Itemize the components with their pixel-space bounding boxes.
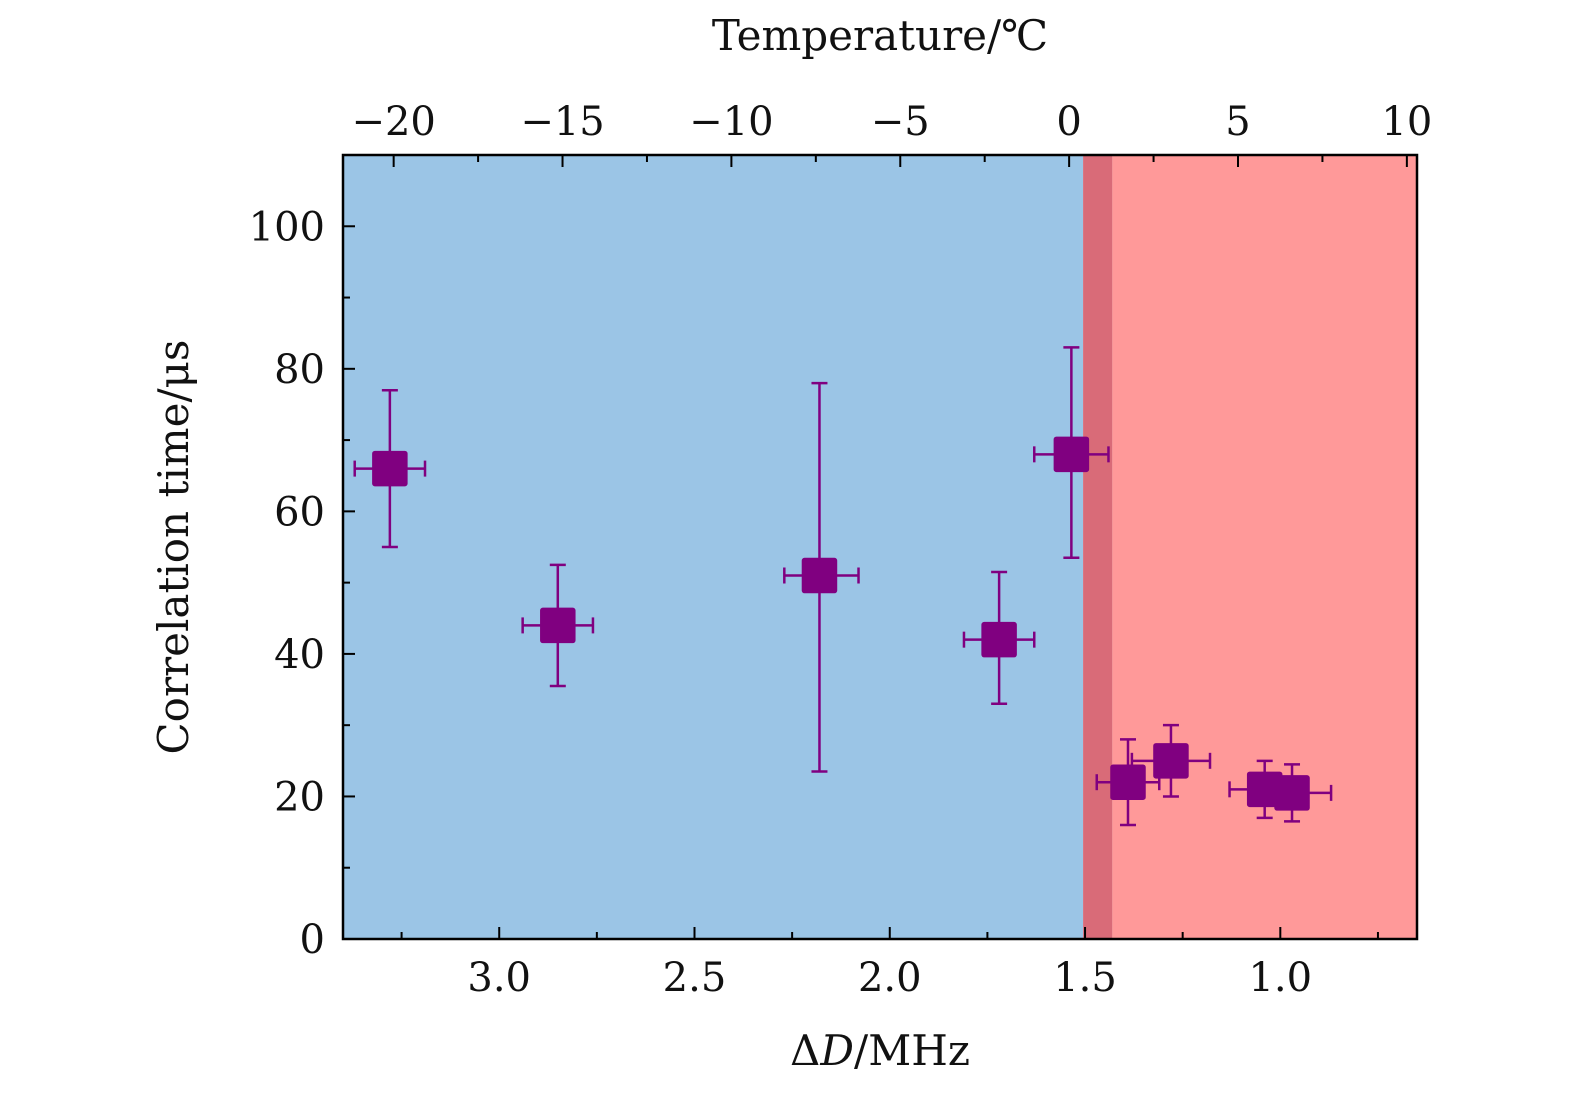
y-tick-label: 100 [249, 204, 325, 250]
x-tick-label: 2.0 [858, 955, 922, 1001]
x-tick-label: 3.0 [467, 955, 531, 1001]
bottom-axis-title-variable: D [819, 1026, 854, 1075]
data-point [521, 563, 595, 688]
data-points [353, 346, 1333, 827]
data-point [353, 388, 427, 549]
x-tick-label: 1.5 [1053, 955, 1117, 1001]
square-marker [801, 557, 838, 594]
data-point [1095, 738, 1161, 827]
bottom-axis-title-prefix: Δ [790, 1026, 820, 1075]
y-tick-label: 60 [274, 489, 325, 535]
data-point [1251, 763, 1333, 823]
x-tick-label: 2.5 [663, 955, 727, 1001]
y-axis-title: Correlation time/μs [149, 340, 198, 755]
square-marker [981, 621, 1017, 658]
data-point [1033, 346, 1110, 559]
blue-region [343, 155, 1084, 939]
axis-ticks: 3.0 2.5 2.0 1.5 1.0−20 −15 −10 −5 0 5 100204060801… [249, 99, 1433, 1001]
y-tick-label: 40 [274, 632, 325, 678]
y-tick-label: 80 [274, 347, 325, 393]
top-axis-title: Temperature/℃ [712, 11, 1048, 60]
square-marker [1153, 743, 1189, 779]
y-tick-label: 0 [300, 917, 325, 963]
data-point [962, 570, 1036, 706]
bottom-axis-title-unit: /MHz [854, 1026, 970, 1075]
x2-tick-label: 5 [1225, 99, 1250, 145]
x2-tick-label: −15 [520, 99, 604, 145]
data-point [783, 381, 860, 773]
data-point [1130, 723, 1212, 798]
x2-tick-label: 10 [1381, 99, 1432, 145]
y-tick-label: 20 [274, 774, 325, 820]
square-marker [540, 607, 576, 644]
background-regions [343, 155, 1417, 939]
red-region [1112, 155, 1417, 939]
square-marker [372, 450, 408, 487]
square-marker [1053, 436, 1090, 473]
x-tick-label: 1.0 [1248, 955, 1312, 1001]
transition-band [1083, 155, 1113, 939]
plot-frame [341, 153, 1419, 941]
x2-tick-label: −5 [871, 99, 930, 145]
x2-tick-label: −20 [351, 99, 435, 145]
data-point [1228, 759, 1302, 820]
square-marker [1274, 775, 1310, 811]
x2-tick-label: 0 [1056, 99, 1081, 145]
bottom-axis-title: ΔD/MHz [790, 1026, 970, 1075]
x2-tick-label: −10 [689, 99, 773, 145]
square-marker [1110, 764, 1146, 800]
